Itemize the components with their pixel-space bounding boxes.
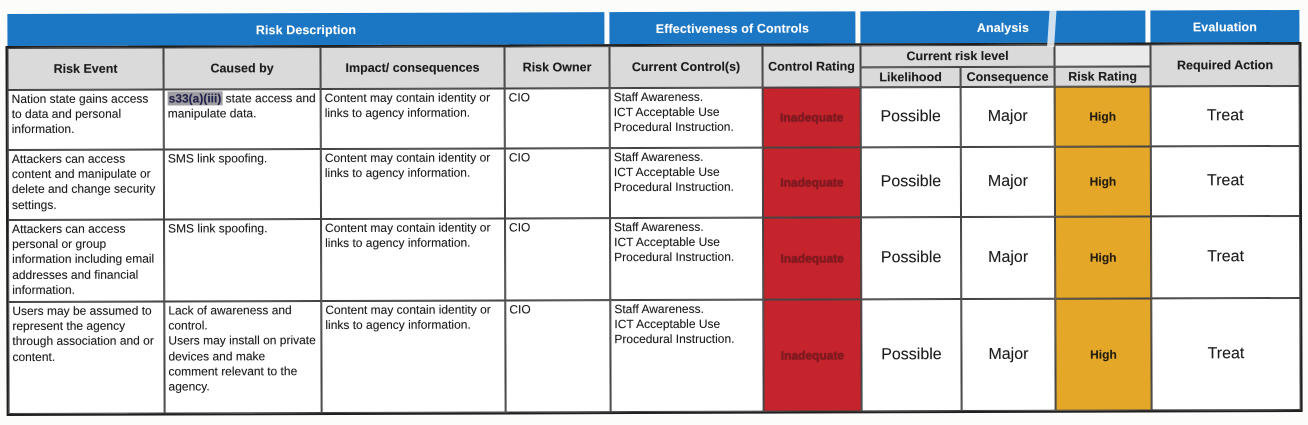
cell-caused-by: SMS link spoofing. [164, 219, 322, 302]
cell-required-action: Treat [1150, 145, 1301, 217]
risk-table: Risk Event Caused by Impact/ consequence… [5, 41, 1303, 417]
cell-caused-by: Lack of awareness and control. Users may… [164, 301, 322, 414]
cell-current-controls: Staff Awareness. ICT Acceptable Use Proc… [610, 299, 764, 413]
header-caused-by: Caused by [163, 47, 321, 90]
cell-risk-owner: CIO [504, 88, 610, 149]
cell-impact: Content may contain identity or links to… [321, 300, 506, 414]
cell-current-controls: Staff Awareness. ICT Acceptable Use Proc… [609, 87, 763, 149]
cell-current-controls: Staff Awareness. ICT Acceptable Use Proc… [610, 217, 764, 301]
cell-required-action: Treat [1151, 215, 1301, 299]
header-empty-spacer [1054, 44, 1151, 67]
cell-risk-owner: CIO [505, 218, 611, 301]
header-required-action: Required Action [1150, 43, 1300, 87]
cell-risk-rating: High [1055, 298, 1152, 411]
cell-impact: Content may contain identity or links to… [320, 88, 505, 150]
header-current-controls: Current Control(s) [609, 45, 763, 89]
cell-risk-event: Users may be assumed to represent the ag… [8, 301, 165, 415]
cell-caused-by: SMS link spoofing. [163, 149, 322, 220]
cell-risk-event: Nation state gains access to data and pe… [7, 89, 164, 151]
cell-impact: Content may contain identity or links to… [321, 218, 506, 302]
section-evaluation: Evaluation [1150, 9, 1300, 45]
cell-required-action: Treat [1150, 85, 1300, 147]
cell-likelihood: Possible [861, 299, 962, 412]
cell-impact: Content may contain identity or links to… [320, 148, 506, 220]
header-consequence: Consequence [960, 66, 1055, 88]
cell-consequence: Major [961, 298, 1056, 412]
cell-current-controls: Staff Awareness. ICT Acceptable Use Proc… [609, 147, 764, 219]
cell-risk-rating: High [1054, 86, 1151, 147]
cell-risk-rating: High [1054, 146, 1152, 217]
cell-risk-owner: CIO [504, 148, 611, 219]
section-analysis: Analysis [860, 10, 1146, 46]
header-current-risk-level: Current risk level [860, 44, 1055, 68]
header-risk-owner: Risk Owner [504, 46, 610, 89]
cell-likelihood: Possible [861, 217, 962, 300]
section-effectiveness-of-controls: Effectiveness of Controls [609, 11, 856, 47]
cell-likelihood: Possible [860, 87, 961, 148]
cell-required-action: Treat [1151, 297, 1301, 411]
header-risk-event: Risk Event [7, 47, 164, 91]
cell-risk-event: Attackers can access content and manipul… [7, 149, 165, 221]
cell-control-rating: Inadequate [762, 147, 862, 218]
cell-control-rating: Inadequate [763, 217, 862, 300]
header-risk-rating: Risk Rating [1054, 66, 1151, 87]
cell-control-rating: Inadequate [763, 299, 862, 412]
cell-risk-owner: CIO [505, 300, 611, 413]
header-likelihood: Likelihood [860, 67, 961, 88]
cell-consequence: Major [961, 216, 1056, 300]
cell-consequence: Major [960, 86, 1055, 148]
cell-consequence: Major [960, 146, 1056, 218]
section-risk-description: Risk Description [7, 12, 605, 49]
cell-risk-rating: High [1055, 216, 1152, 299]
cell-control-rating: Inadequate [762, 87, 861, 148]
header-impact-consequences: Impact/ consequences [320, 46, 505, 90]
cell-caused-by: s33(a)(iii) state access and manipulate … [163, 89, 321, 150]
cell-risk-event: Attackers can access personal or group i… [8, 219, 165, 303]
cell-likelihood: Possible [860, 147, 962, 218]
header-control-rating: Control Rating [762, 45, 861, 88]
redaction-code: s33(a)(iii) [167, 91, 223, 106]
